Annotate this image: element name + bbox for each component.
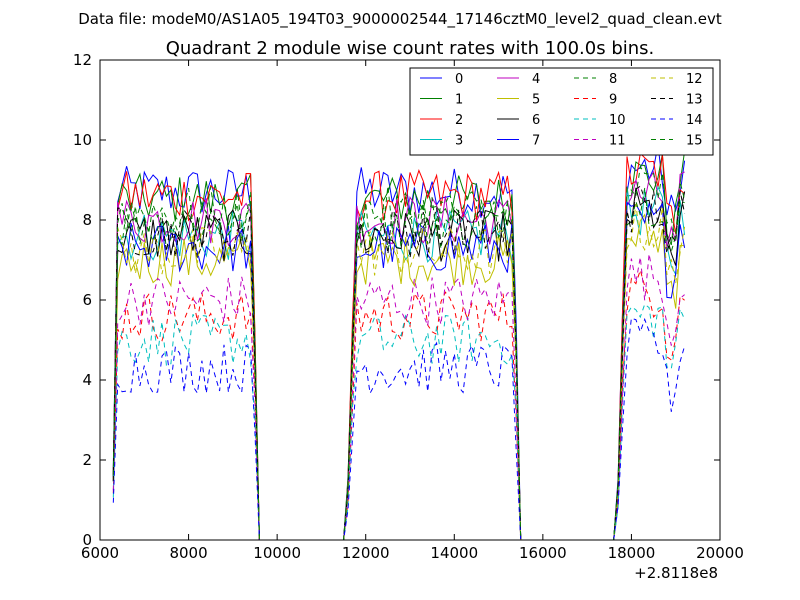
y-tick-label: 4 — [82, 371, 92, 389]
chart-title: Quadrant 2 module wise count rates with … — [166, 38, 655, 59]
legend-label-12: 12 — [686, 72, 703, 87]
legend-label-13: 13 — [686, 93, 703, 108]
ticks-layer: 6000 8000 10000 12000 14000 16000 18000 20000 0 2… — [73, 51, 744, 562]
y-tick-label: 8 — [82, 211, 92, 229]
y-tick-label: 12 — [73, 51, 92, 69]
legend-label-3: 3 — [455, 134, 463, 149]
legend-label-6: 6 — [532, 113, 540, 128]
legend-label-11: 11 — [609, 134, 626, 149]
legend-box — [409, 67, 714, 156]
x-tick-label: 12000 — [342, 544, 390, 562]
series-line-8 — [112, 181, 686, 540]
legend-label-10: 10 — [609, 113, 626, 128]
y-tick-label: 2 — [82, 451, 92, 469]
legend-label-2: 2 — [455, 113, 463, 128]
series-line-9 — [112, 268, 685, 540]
x-tick-label: 18000 — [608, 544, 656, 562]
legend-label-14: 14 — [686, 113, 703, 128]
x-tick-label: 14000 — [430, 544, 478, 562]
x-tick-label: 6000 — [81, 544, 119, 562]
y-tick-label: 6 — [82, 291, 92, 309]
legend-label-1: 1 — [455, 93, 463, 108]
legend-label-4: 4 — [532, 72, 540, 87]
legend-label-15: 15 — [686, 134, 703, 149]
series-line-2 — [112, 152, 685, 540]
x-tick-label: 20000 — [696, 544, 744, 562]
series-line-11 — [112, 253, 685, 540]
series-line-12 — [112, 203, 686, 540]
x-offset-label: +2.8118e8 — [634, 564, 718, 582]
chart-suptitle: Data file: modeM0/AS1A05_194T03_90000025… — [78, 10, 722, 29]
series-line-1 — [112, 150, 686, 540]
legend-label-8: 8 — [609, 72, 617, 87]
x-tick-label: 10000 — [253, 544, 301, 562]
y-tick-label: 10 — [73, 131, 92, 149]
series-line-6 — [112, 187, 686, 540]
series-line-0 — [112, 144, 686, 540]
legend-label-5: 5 — [532, 93, 540, 108]
series-line-14 — [112, 317, 686, 540]
x-tick-label: 16000 — [519, 544, 567, 562]
series-line-5 — [112, 213, 685, 540]
y-tick-label: 0 — [82, 531, 92, 549]
series-layer — [112, 144, 686, 540]
legend-label-0: 0 — [455, 72, 463, 87]
legend-label-9: 9 — [609, 93, 617, 108]
x-tick-label: 8000 — [169, 544, 207, 562]
series-line-10 — [112, 303, 686, 540]
legend-label-7: 7 — [532, 134, 540, 149]
